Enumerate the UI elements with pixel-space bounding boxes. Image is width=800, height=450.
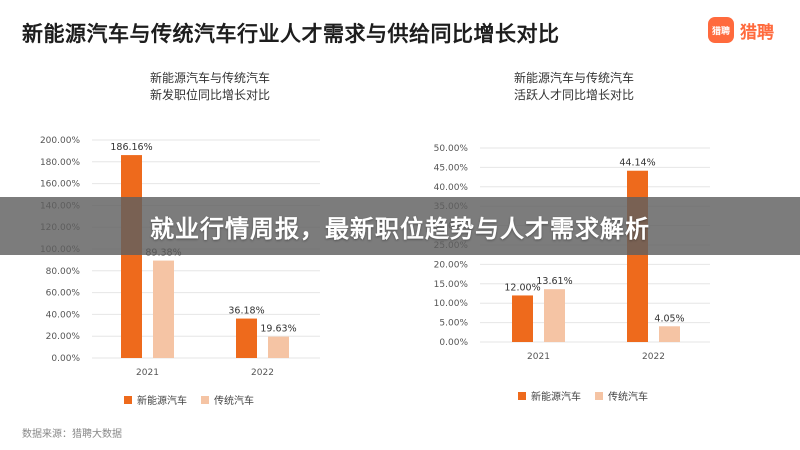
left-data-label: 19.63%	[260, 324, 296, 335]
legend-label: 传统汽车	[214, 396, 254, 407]
left-y-tick-label: 80.00%	[46, 267, 81, 277]
left-x-tick-label: 2021	[136, 368, 159, 378]
right-legend-item-traditional: 传统汽车	[595, 388, 648, 403]
liepin-logo: 猎聘 猎聘	[708, 14, 788, 46]
legend-swatch-new-energy	[124, 395, 132, 404]
left-bar	[121, 155, 142, 358]
right-x-tick-label: 2021	[527, 352, 550, 362]
right-y-tick-label: 5.00%	[439, 319, 468, 329]
left-x-tick-label: 2022	[251, 368, 274, 378]
headline-banner: 就业行情周报，最新职位趋势与人才需求解析	[0, 197, 800, 255]
right-x-tick-label: 2022	[642, 352, 665, 362]
left-legend: 新能源汽车 传统汽车	[124, 392, 268, 407]
legend-label: 传统汽车	[608, 392, 648, 403]
right-chart-title-line-2: 活跃人才同比增长对比	[513, 88, 634, 102]
left-chart-title: 新能源汽车与传统汽车 新发职位同比增长对比	[100, 70, 320, 104]
legend-swatch-traditional	[595, 391, 603, 400]
right-legend-item-new-energy: 新能源汽车	[518, 388, 581, 403]
left-bar	[236, 318, 257, 358]
legend-label: 新能源汽车	[531, 392, 581, 403]
logo-badge-icon: 猎聘	[708, 17, 734, 43]
left-chart-title-line-1: 新能源汽车与传统汽车	[149, 71, 270, 85]
legend-label: 新能源汽车	[137, 396, 187, 407]
logo-text: 猎聘	[740, 22, 774, 43]
right-data-label: 13.61%	[536, 276, 572, 287]
right-y-tick-label: 50.00%	[434, 144, 469, 154]
legend-swatch-new-energy	[518, 391, 526, 400]
left-y-tick-label: 60.00%	[46, 289, 81, 299]
right-chart-title-line-1: 新能源汽车与传统汽车	[513, 71, 634, 85]
left-legend-item-new-energy: 新能源汽车	[124, 392, 187, 407]
right-chart-title: 新能源汽车与传统汽车 活跃人才同比增长对比	[464, 70, 684, 104]
right-bar	[544, 289, 565, 342]
right-y-tick-label: 15.00%	[434, 280, 469, 290]
left-bar	[268, 336, 289, 358]
right-bar	[659, 326, 680, 342]
right-y-tick-label: 45.00%	[434, 163, 469, 173]
page-title: 新能源汽车与传统汽车行业人才需求与供给同比增长对比	[22, 22, 560, 46]
right-bar	[512, 295, 533, 342]
right-legend: 新能源汽车 传统汽车	[518, 388, 662, 403]
left-y-tick-label: 180.00%	[40, 158, 80, 168]
left-y-tick-label: 40.00%	[46, 310, 81, 320]
right-y-tick-label: 20.00%	[434, 260, 469, 270]
left-chart-title-line-2: 新发职位同比增长对比	[149, 88, 270, 102]
legend-swatch-traditional	[201, 395, 209, 404]
left-y-tick-label: 0.00%	[51, 354, 80, 364]
right-data-label: 44.14%	[619, 158, 655, 169]
left-y-tick-label: 160.00%	[40, 180, 80, 190]
data-source: 数据来源：猎聘大数据	[22, 429, 122, 440]
right-data-label: 12.00%	[504, 282, 540, 293]
right-y-tick-label: 10.00%	[434, 299, 469, 309]
banner-text: 就业行情周报，最新职位趋势与人才需求解析	[150, 214, 650, 243]
left-bar	[153, 260, 174, 358]
right-data-label: 4.05%	[654, 313, 684, 324]
left-data-label: 186.16%	[110, 142, 152, 153]
right-y-tick-label: 40.00%	[434, 183, 469, 193]
left-y-tick-label: 200.00%	[40, 136, 80, 146]
left-data-label: 36.18%	[228, 306, 264, 317]
right-y-tick-label: 0.00%	[439, 338, 468, 348]
left-y-tick-label: 20.00%	[46, 332, 81, 342]
left-legend-item-traditional: 传统汽车	[201, 392, 254, 407]
